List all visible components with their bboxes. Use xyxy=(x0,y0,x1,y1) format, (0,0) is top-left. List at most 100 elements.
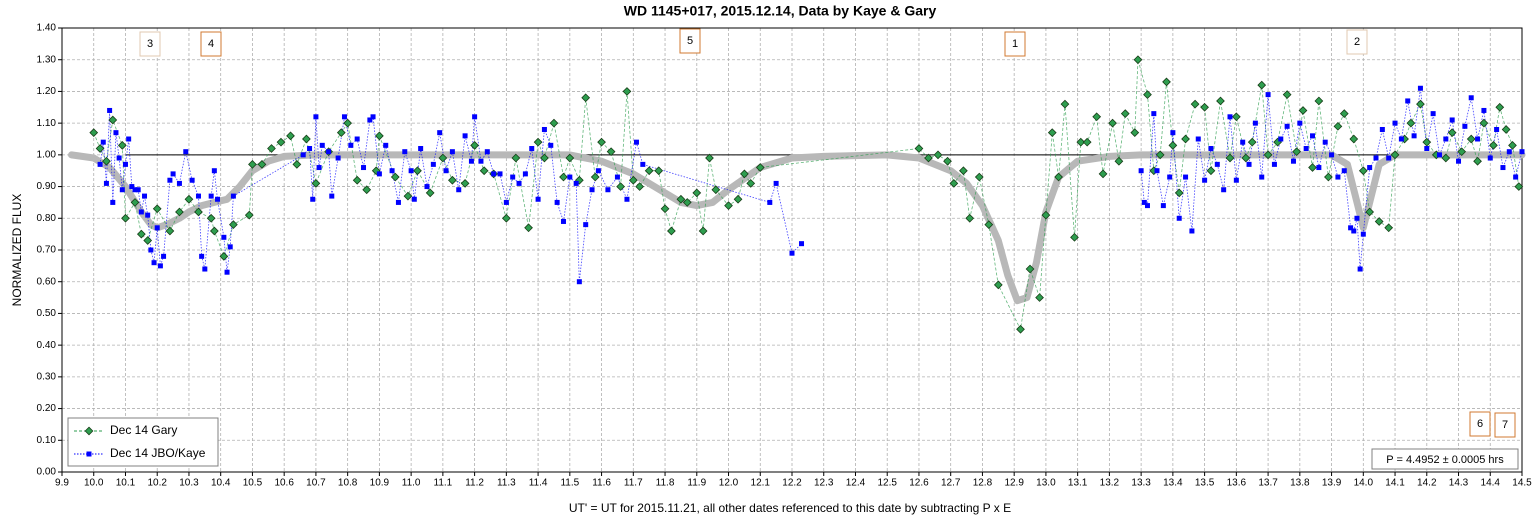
data-point xyxy=(470,140,479,150)
data-point xyxy=(560,218,566,224)
data-point xyxy=(1257,80,1267,90)
data-point xyxy=(1329,152,1335,158)
data-point xyxy=(1202,177,1208,183)
data-point xyxy=(548,142,554,148)
annotation-label: 5 xyxy=(687,35,693,47)
annotation-box xyxy=(1346,29,1368,55)
legend-box xyxy=(67,417,219,467)
data-point xyxy=(1481,107,1487,113)
data-point xyxy=(138,209,144,215)
data-point xyxy=(1447,128,1457,138)
x-tick-label: 12.0 xyxy=(719,478,739,489)
annotation-box xyxy=(139,31,161,57)
data-point xyxy=(789,250,795,256)
x-tick-label: 12.4 xyxy=(846,478,866,489)
data-point xyxy=(1141,199,1147,205)
data-point xyxy=(276,137,286,147)
x-tick-label: 12.1 xyxy=(751,478,771,489)
data-point xyxy=(227,244,233,250)
data-point xyxy=(460,179,470,188)
y-tick-label: 1.20 xyxy=(37,86,57,97)
data-point xyxy=(1324,172,1333,182)
chart-title: WD 1145+017, 2015.12.14, Data by Kaye & … xyxy=(624,3,937,19)
data-point xyxy=(511,153,521,163)
plot-frame xyxy=(61,27,1523,473)
data-point xyxy=(1314,96,1324,106)
y-tick-label: 1.10 xyxy=(37,118,57,129)
data-point xyxy=(1489,140,1498,150)
data-point xyxy=(1225,153,1235,163)
data-point xyxy=(348,142,354,148)
data-point xyxy=(733,194,743,204)
data-point xyxy=(1233,177,1239,183)
data-point xyxy=(1322,139,1328,145)
data-point xyxy=(437,130,443,136)
data-point xyxy=(540,153,549,163)
data-point xyxy=(1360,231,1366,237)
data-point xyxy=(1365,207,1375,217)
data-point xyxy=(403,191,413,201)
data-point xyxy=(667,226,676,236)
data-point xyxy=(154,225,160,231)
data-point xyxy=(189,177,195,183)
data-point xyxy=(1092,112,1102,122)
data-point xyxy=(724,201,733,210)
data-point xyxy=(132,187,138,193)
model-curve xyxy=(68,151,1526,305)
data-point xyxy=(503,199,509,205)
x-tick-label: 9.9 xyxy=(55,478,69,489)
data-point xyxy=(108,115,118,125)
data-point xyxy=(1406,118,1416,128)
data-point xyxy=(1310,133,1316,139)
data-point xyxy=(1367,165,1373,171)
data-point xyxy=(1265,92,1271,98)
data-point xyxy=(497,171,503,177)
data-point xyxy=(711,185,721,195)
data-point xyxy=(375,131,384,141)
data-point xyxy=(692,188,702,198)
data-point xyxy=(1025,264,1035,274)
data-point xyxy=(1339,109,1349,118)
data-point xyxy=(1108,118,1117,128)
data-point xyxy=(524,223,533,233)
legend-marker xyxy=(86,451,92,457)
data-point xyxy=(230,193,236,199)
data-point xyxy=(1282,90,1292,99)
data-point xyxy=(195,193,201,199)
y-tick-label: 1.40 xyxy=(37,23,57,34)
data-point xyxy=(402,149,408,155)
data-point xyxy=(1333,121,1343,131)
data-point xyxy=(97,161,103,167)
data-point xyxy=(430,161,436,167)
data-point xyxy=(1424,146,1430,152)
data-point xyxy=(1208,146,1214,152)
data-point xyxy=(1303,146,1309,152)
data-point xyxy=(1506,149,1512,155)
data-point xyxy=(1308,163,1317,172)
data-point xyxy=(644,166,654,176)
period-note: P = 4.4952 ± 0.0005 hrs xyxy=(1386,454,1504,466)
x-tick-label: 14.5 xyxy=(1512,478,1532,489)
data-point xyxy=(292,160,302,169)
data-point xyxy=(1384,223,1394,233)
data-point xyxy=(389,168,395,174)
data-point xyxy=(383,142,389,148)
data-point xyxy=(516,180,522,186)
y-tick-label: 0.20 xyxy=(37,403,57,414)
data-point xyxy=(209,226,219,236)
data-point xyxy=(165,226,175,236)
data-point xyxy=(1167,174,1173,180)
data-point xyxy=(352,175,362,185)
data-point xyxy=(1162,77,1171,87)
annotation-label: 1 xyxy=(1012,38,1018,50)
data-point xyxy=(1348,225,1354,231)
data-point xyxy=(102,156,111,166)
data-point xyxy=(142,193,148,199)
data-point xyxy=(341,114,347,120)
legend-label: Dec 14 JBO/Kaye xyxy=(110,446,206,460)
data-point xyxy=(1259,174,1265,180)
data-point xyxy=(1456,158,1462,164)
data-point xyxy=(622,87,632,96)
data-point xyxy=(949,179,959,188)
data-point xyxy=(1190,99,1200,109)
